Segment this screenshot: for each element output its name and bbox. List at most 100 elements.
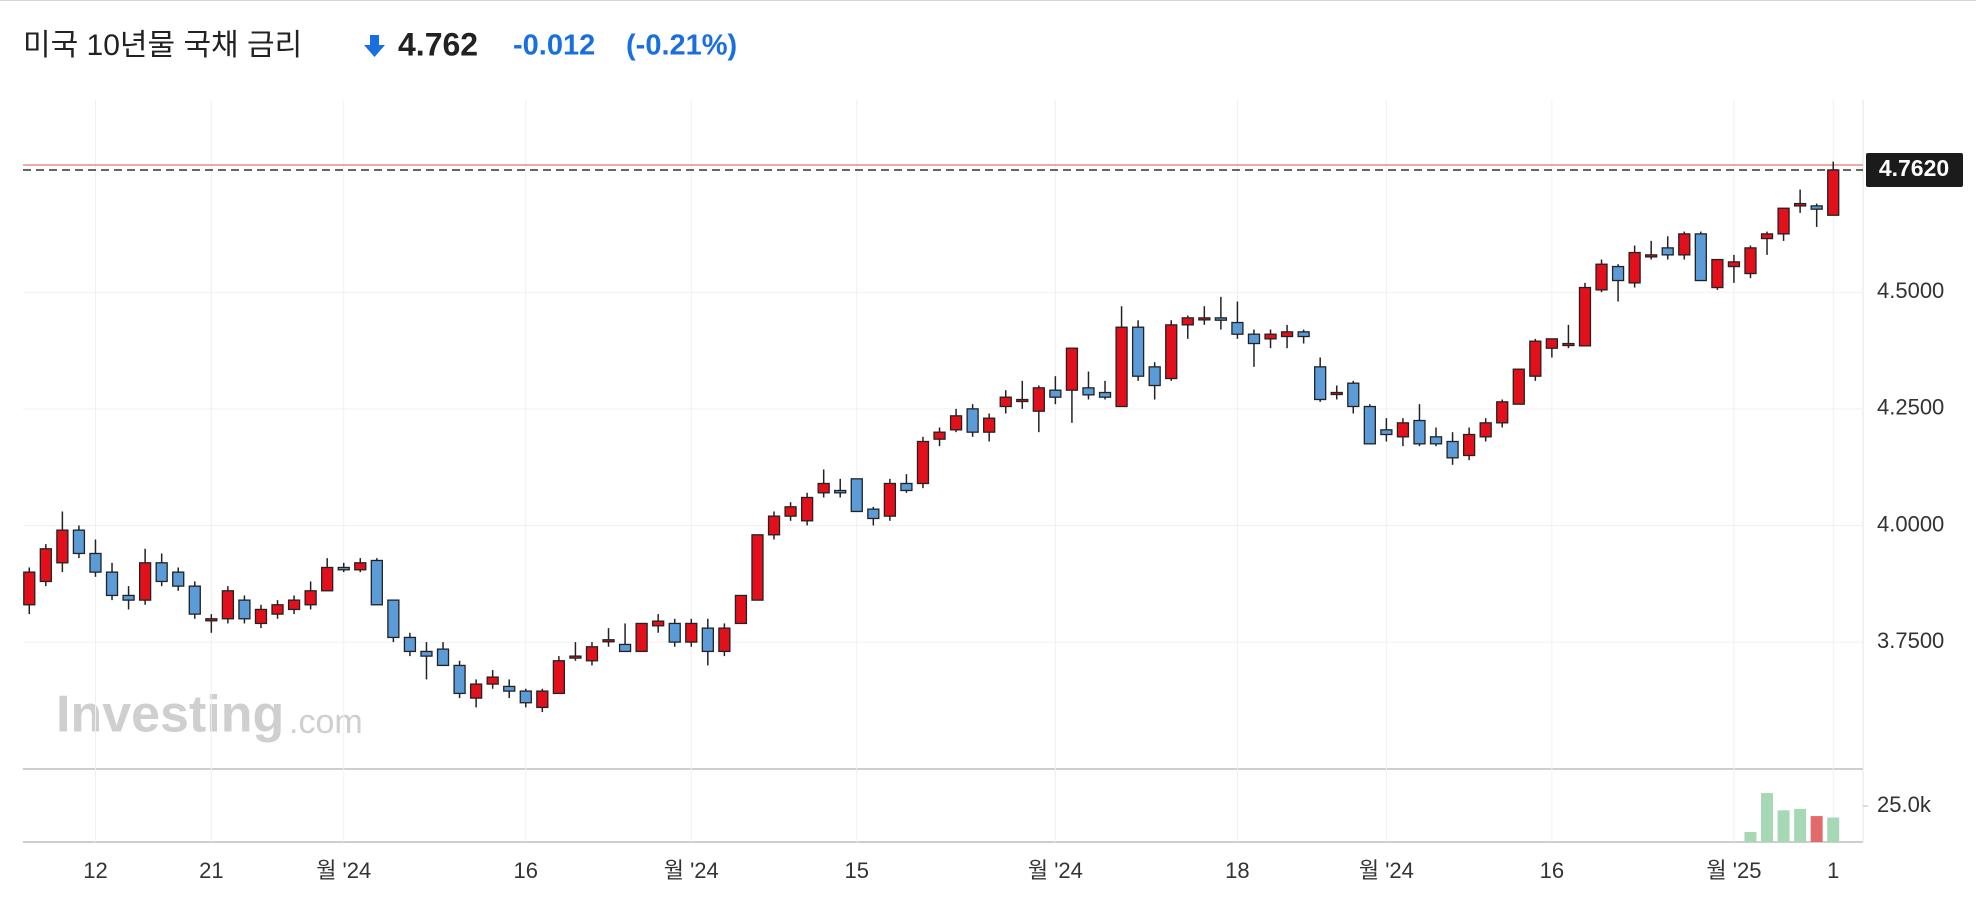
candle-body [155, 562, 168, 583]
candle-body [1529, 340, 1542, 377]
candle-body [983, 417, 996, 433]
candle-body [1032, 387, 1045, 412]
candle-body [933, 431, 946, 440]
candle-body [238, 599, 251, 620]
candle-body [403, 636, 417, 653]
candle-body [552, 660, 566, 695]
y-tick-label: 3.7500 [1877, 628, 1944, 653]
candle-body [1479, 422, 1492, 438]
volume-bar [1827, 817, 1840, 842]
candle-body [354, 562, 367, 571]
candle-body [287, 599, 301, 611]
candle-body [387, 599, 400, 639]
candle-body [966, 408, 979, 433]
candle-body [254, 608, 268, 625]
candle-body [1115, 326, 1128, 408]
candle-body [1314, 366, 1327, 401]
x-tick-label: 18 [1225, 858, 1249, 883]
candle-body [867, 508, 880, 520]
volume-bar [1810, 816, 1823, 842]
candle-body [883, 482, 897, 517]
candle-body [1628, 251, 1641, 284]
candle-body [271, 604, 284, 615]
candle-body [138, 562, 152, 601]
down-arrow [364, 35, 385, 57]
candle-body [1247, 333, 1261, 345]
candle-body [585, 646, 599, 662]
title: 미국 10년물 국채 금리 [23, 29, 302, 62]
change: -0.012 [513, 30, 595, 62]
candle-body [304, 590, 317, 606]
candle-body [1496, 401, 1509, 424]
candle-body [1131, 326, 1145, 377]
candle-body [122, 594, 135, 601]
x-tick-label: 월 '24 [1359, 858, 1414, 883]
candle-body [1512, 368, 1525, 405]
candle-body [1810, 205, 1823, 210]
x-tick-label: 21 [199, 858, 223, 883]
candle-body [1462, 433, 1476, 457]
candle-body [900, 482, 913, 492]
watermark: Investing [56, 686, 284, 744]
candle-body [105, 571, 119, 597]
candle-body [1595, 263, 1608, 291]
candle-body [1297, 331, 1310, 338]
volume-tick-label: 25.0k [1877, 792, 1932, 817]
candle-body [1264, 333, 1277, 340]
candle-body [916, 440, 930, 485]
x-tick-label: 12 [83, 858, 107, 883]
candle-body [1214, 317, 1228, 321]
price: 4.762 [398, 26, 478, 62]
candle-body [420, 650, 433, 657]
candle-body [436, 648, 450, 667]
candle-body [800, 496, 814, 522]
volume-bar [1761, 793, 1774, 842]
last-price-tag [1866, 152, 1963, 187]
candle-body [817, 482, 830, 494]
x-tick-label: 월 '24 [316, 858, 371, 883]
candle-body [635, 622, 648, 653]
x-tick-label: 16 [514, 858, 538, 883]
x-tick-label: 16 [1540, 858, 1564, 883]
x-tick-label: 월 '24 [664, 858, 719, 883]
candle-body [701, 627, 714, 653]
candle-body [1760, 233, 1774, 240]
candle-body [56, 529, 69, 564]
candle-body [734, 594, 748, 625]
candle-body [1065, 347, 1079, 391]
candle-body [652, 620, 665, 627]
y-tick-label: 4.0000 [1877, 511, 1944, 536]
candle-body [1793, 202, 1807, 207]
candle-body [751, 534, 764, 601]
candle-body [1198, 317, 1211, 321]
candle-body [767, 515, 781, 536]
candle-body [1016, 398, 1029, 403]
candle-body [1545, 338, 1559, 349]
candle-body [188, 585, 201, 615]
x-tick-label: 월 '25 [1706, 858, 1761, 883]
candle-body [1678, 233, 1691, 256]
candle-body [618, 643, 632, 653]
candle-body [72, 529, 86, 555]
candle-body [1611, 265, 1625, 282]
x-tick-label: 월 '24 [1028, 858, 1083, 883]
candle-body [1280, 331, 1294, 338]
candle-body [205, 618, 218, 622]
candle-body [1165, 324, 1178, 380]
candle-body [370, 559, 383, 606]
volume-bar [1777, 810, 1790, 842]
x-tick-label: 1 [1827, 858, 1839, 883]
last-price-label: 4.7620 [1879, 155, 1949, 181]
candle-body [39, 548, 52, 583]
candle-body [1429, 436, 1443, 445]
candle-body [718, 627, 731, 653]
candle-body [486, 676, 499, 685]
candle-body [1578, 286, 1592, 347]
candle-body [1082, 387, 1095, 396]
volume-bar [1744, 831, 1757, 842]
candle-body [1645, 254, 1658, 258]
candle-body [1363, 405, 1376, 445]
candle-body [172, 571, 185, 587]
candle-body [1413, 419, 1426, 445]
